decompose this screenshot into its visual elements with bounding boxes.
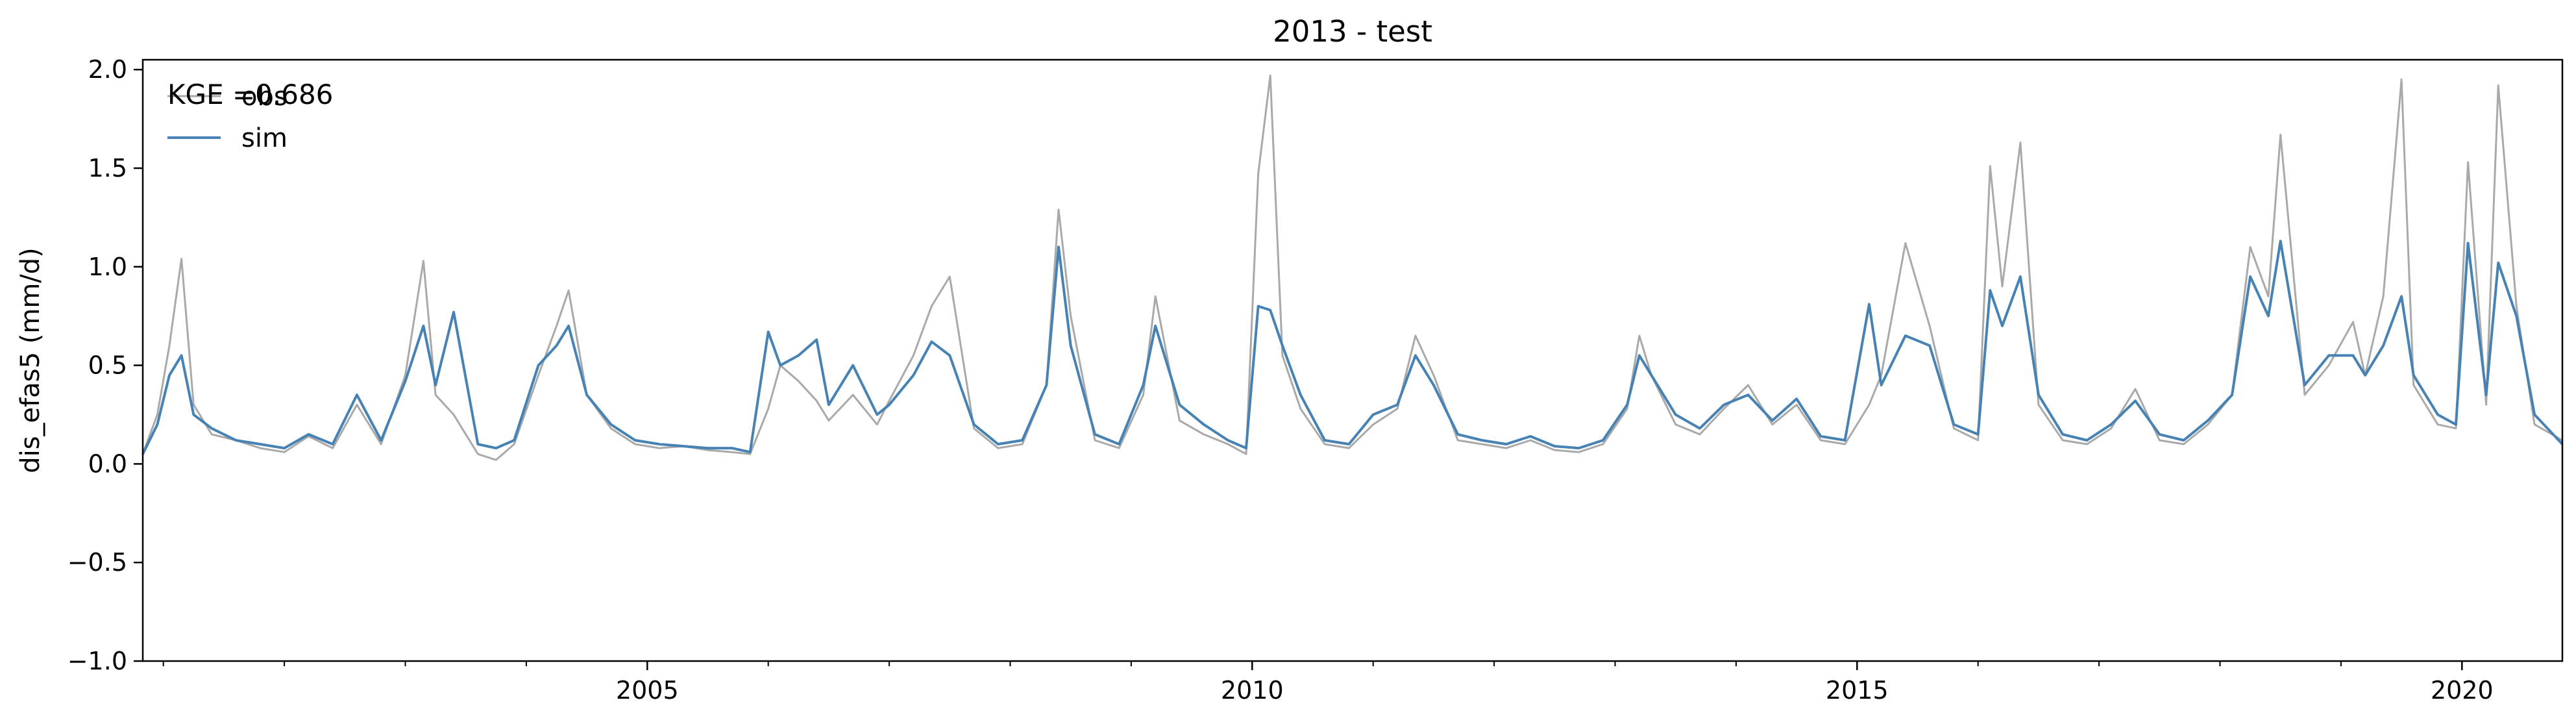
- y-tick-label: 0.0: [88, 449, 127, 478]
- legend-label-obs: obs: [241, 82, 288, 112]
- x-tick-label: 2020: [2431, 676, 2494, 705]
- legend: obs sim: [167, 82, 288, 153]
- x-tick-label: 2005: [616, 676, 679, 705]
- plot-frame: [141, 58, 2564, 662]
- y-tick-label: 1.0: [88, 253, 127, 281]
- y-tick-label: 1.5: [88, 154, 127, 182]
- kge-annotation: KGE =0.686: [167, 79, 333, 110]
- chart-title: 2013 - test: [1273, 14, 1432, 49]
- y-axis: −1.0 −0.5 0.0 0.5 1.0 1.5 2.0: [67, 55, 143, 675]
- y-tick-label: −1.0: [67, 647, 127, 675]
- x-axis: 2005 2010 2015 2020: [162, 661, 2494, 705]
- series-line-obs: [141, 74, 2563, 461]
- y-tick-label: 0.5: [88, 351, 127, 380]
- y-axis-label: dis_efas5 (mm/d): [16, 247, 45, 473]
- x-tick-label: 2015: [1826, 676, 1889, 705]
- y-tick-label: −0.5: [67, 548, 127, 577]
- legend-label-sim: sim: [241, 123, 288, 153]
- series-line-sim: [141, 240, 2564, 455]
- y-tick-label: 2.0: [88, 55, 127, 84]
- x-tick-label: 2010: [1221, 676, 1284, 705]
- series-group: [141, 74, 2564, 461]
